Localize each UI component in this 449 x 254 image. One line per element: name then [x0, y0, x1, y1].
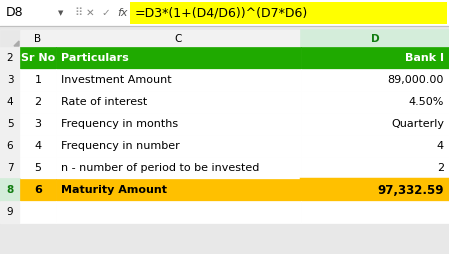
Bar: [56, 201, 301, 223]
Bar: [20, 135, 56, 157]
Text: Rate of interest: Rate of interest: [61, 97, 147, 107]
Bar: [56, 113, 301, 135]
Bar: [1, 2, 69, 24]
Text: 4: 4: [437, 141, 444, 151]
Text: Frequency in number: Frequency in number: [61, 141, 180, 151]
Text: ✓: ✓: [101, 8, 110, 18]
Text: 2: 2: [7, 53, 13, 63]
Text: Particulars: Particulars: [61, 53, 129, 63]
Bar: [301, 201, 449, 223]
Bar: [56, 47, 301, 69]
Text: D: D: [371, 34, 379, 43]
Bar: [301, 47, 449, 69]
Bar: [130, 2, 447, 24]
Bar: [20, 157, 56, 179]
Bar: [20, 91, 56, 113]
Bar: [20, 69, 56, 91]
Bar: [0, 69, 20, 91]
Text: Quarterly: Quarterly: [391, 119, 444, 129]
Bar: [0, 135, 20, 157]
Text: 89,000.00: 89,000.00: [387, 75, 444, 85]
Text: 6: 6: [34, 185, 42, 195]
Bar: [0, 113, 20, 135]
Text: n - number of period to be invested: n - number of period to be invested: [61, 163, 260, 173]
Text: 5: 5: [35, 163, 41, 173]
Text: Sr No: Sr No: [21, 53, 55, 63]
Text: fx: fx: [117, 8, 128, 18]
Bar: [0, 179, 20, 201]
Bar: [20, 201, 56, 223]
Bar: [20, 179, 56, 201]
Text: 4: 4: [7, 97, 13, 107]
Text: B: B: [35, 34, 42, 43]
Bar: [56, 69, 301, 91]
Bar: [301, 69, 449, 91]
Bar: [0, 26, 449, 30]
Bar: [0, 30, 20, 223]
Text: D8: D8: [6, 7, 24, 20]
Bar: [0, 201, 20, 223]
Bar: [20, 47, 56, 69]
Bar: [56, 30, 301, 47]
Text: Bank I: Bank I: [405, 53, 444, 63]
Bar: [301, 30, 449, 47]
Text: ⠿: ⠿: [74, 8, 82, 18]
Text: Frequency in months: Frequency in months: [61, 119, 178, 129]
Text: ✕: ✕: [86, 8, 95, 18]
Text: 3: 3: [7, 75, 13, 85]
Bar: [0, 91, 20, 113]
Text: 8: 8: [6, 185, 13, 195]
Text: 1: 1: [35, 75, 41, 85]
Bar: [0, 0, 449, 26]
Polygon shape: [14, 41, 19, 46]
Text: 97,332.59: 97,332.59: [378, 183, 444, 197]
Bar: [0, 30, 449, 47]
Bar: [20, 113, 56, 135]
Text: ▼: ▼: [58, 10, 63, 16]
Bar: [301, 113, 449, 135]
Bar: [301, 91, 449, 113]
Bar: [56, 91, 301, 113]
Bar: [0, 30, 20, 47]
Bar: [56, 179, 301, 201]
Text: 5: 5: [7, 119, 13, 129]
Bar: [301, 179, 449, 201]
Text: 7: 7: [7, 163, 13, 173]
Text: 2: 2: [35, 97, 42, 107]
Bar: [0, 157, 20, 179]
Text: C: C: [175, 34, 182, 43]
Text: Maturity Amount: Maturity Amount: [61, 185, 167, 195]
Bar: [301, 135, 449, 157]
Text: 2: 2: [437, 163, 444, 173]
Text: 4.50%: 4.50%: [409, 97, 444, 107]
Text: 3: 3: [35, 119, 41, 129]
Bar: [56, 157, 301, 179]
Text: 6: 6: [7, 141, 13, 151]
Text: 4: 4: [35, 141, 42, 151]
Text: Investment Amount: Investment Amount: [61, 75, 172, 85]
Text: =D3*(1+(D4/D6))^(D7*D6): =D3*(1+(D4/D6))^(D7*D6): [135, 7, 308, 20]
Bar: [301, 157, 449, 179]
Bar: [56, 135, 301, 157]
Text: 9: 9: [7, 207, 13, 217]
Bar: [0, 47, 20, 69]
Bar: [20, 30, 56, 47]
